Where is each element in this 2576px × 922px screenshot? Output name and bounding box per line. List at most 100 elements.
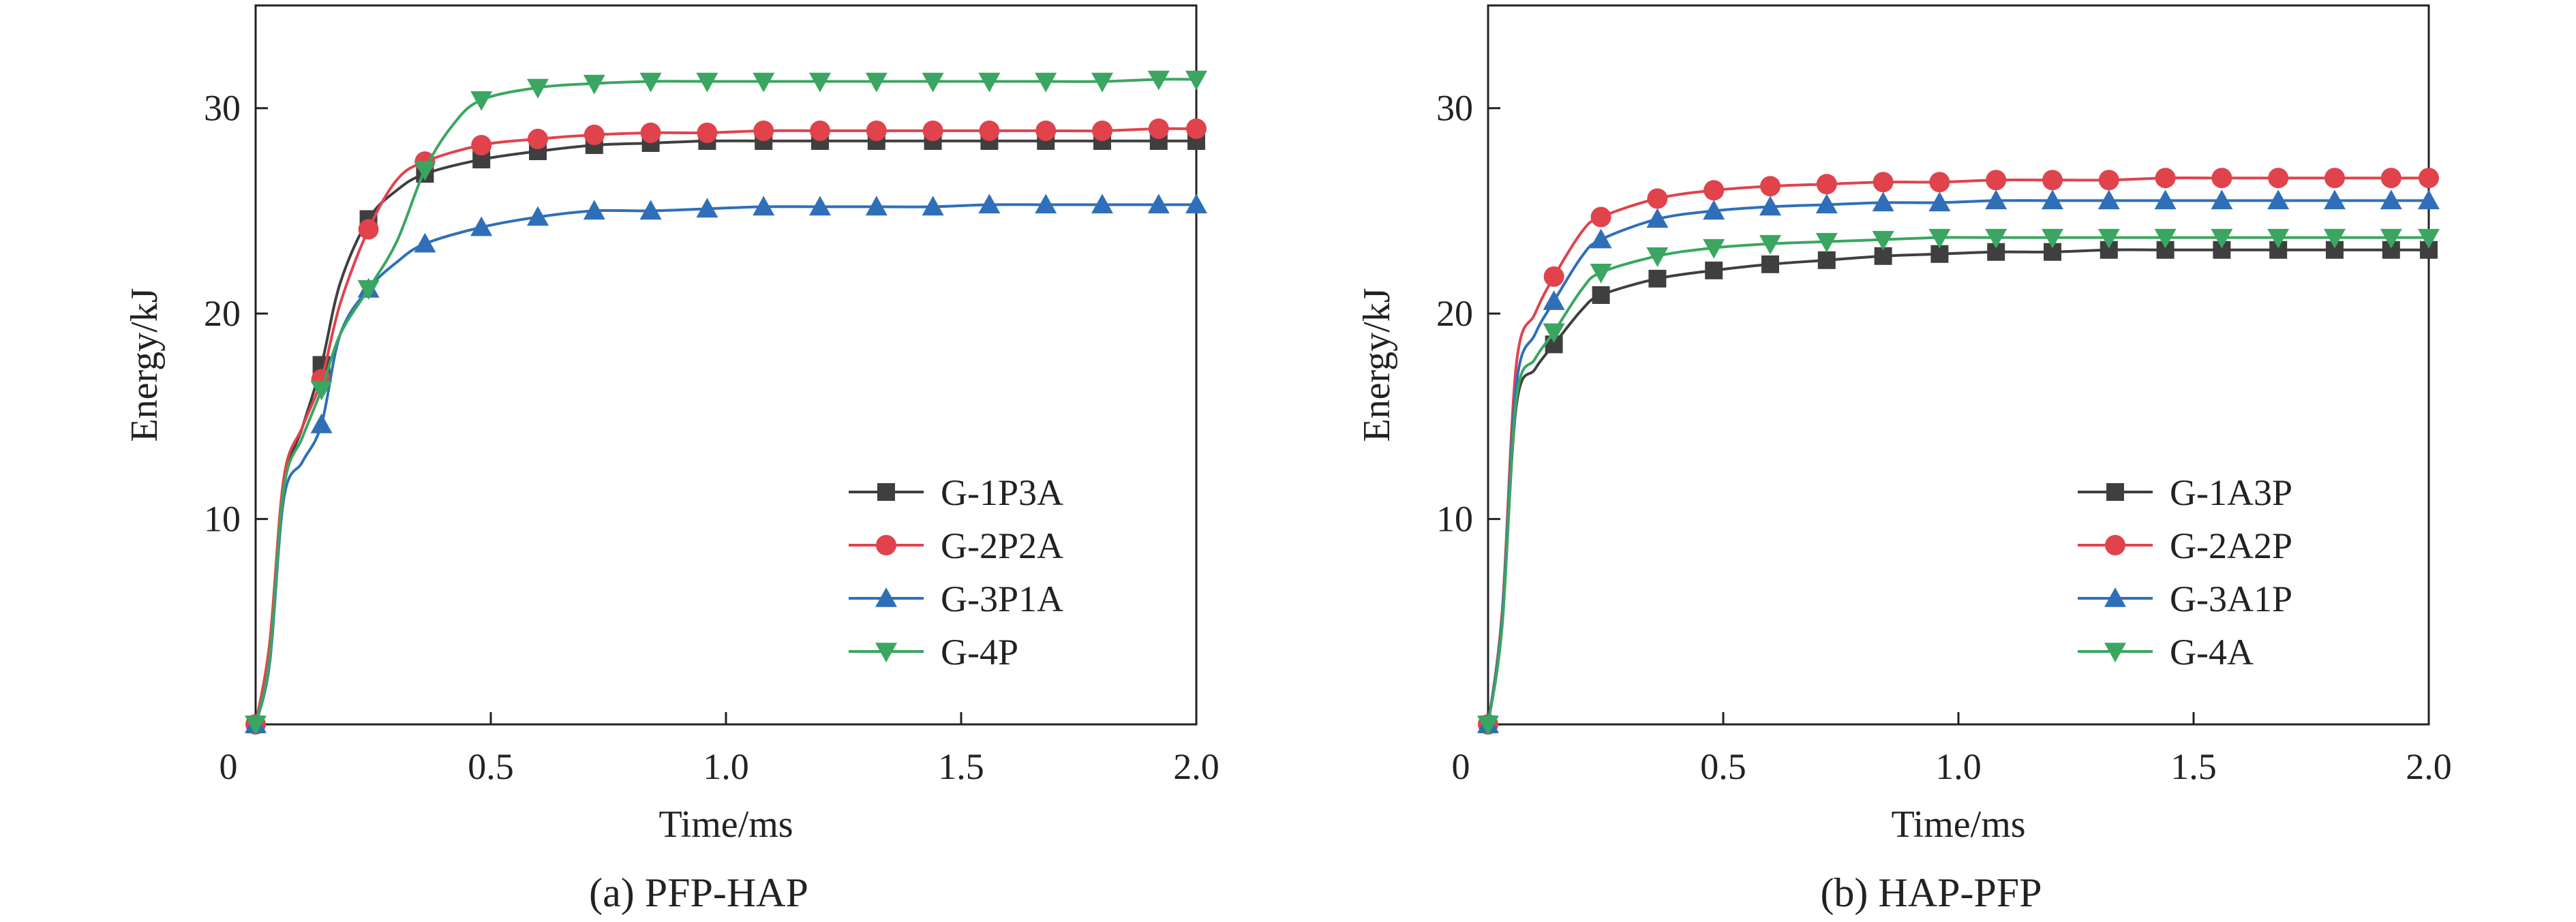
data-point <box>583 74 605 95</box>
data-point <box>1590 206 1611 228</box>
series-line <box>1487 176 2429 725</box>
series-G-2P2A <box>245 118 1207 735</box>
data-point <box>1543 290 1565 310</box>
x-tick-label: 2.0 <box>2406 746 2452 787</box>
series-line <box>254 78 1197 725</box>
data-point <box>1035 194 1057 214</box>
data-point <box>1872 230 1894 251</box>
series-G-3A1P <box>1477 189 2440 733</box>
data-point <box>1815 232 1838 253</box>
series-G-4A <box>1477 228 2440 735</box>
data-point <box>922 120 943 141</box>
data-point <box>1705 261 1723 279</box>
data-point <box>583 200 605 220</box>
data-point <box>1703 180 1725 201</box>
data-point <box>2211 189 2233 210</box>
data-point <box>2418 189 2440 210</box>
data-point <box>2267 189 2290 210</box>
legend-marker <box>876 535 896 555</box>
series-G-2A2P <box>1478 168 2439 735</box>
panel-caption: (a) PFP-HAP <box>589 870 808 915</box>
x-axis-title: Time/ms <box>1891 803 2025 846</box>
data-point <box>753 120 774 141</box>
data-point <box>640 122 661 143</box>
series-G-4P <box>245 70 1207 735</box>
x-tick-label: 0.5 <box>468 746 514 787</box>
x-axis-title: Time/ms <box>658 803 793 846</box>
y-tick-label: 30 <box>1436 88 1473 129</box>
data-point <box>1477 716 1499 735</box>
data-point <box>2154 189 2177 210</box>
data-point <box>1543 266 1564 287</box>
data-point <box>1590 228 1612 249</box>
y-axis-title: Energy/kJ <box>1356 288 1398 442</box>
data-point <box>1759 196 1781 216</box>
data-point <box>865 72 888 93</box>
data-point <box>2324 189 2346 210</box>
data-point <box>1035 120 1057 141</box>
data-point <box>1985 228 2007 249</box>
x-tick-label: 2.0 <box>1173 746 1219 787</box>
data-point <box>1760 176 1781 197</box>
data-point <box>809 72 831 93</box>
data-point <box>2042 170 2063 191</box>
legend-marker <box>2104 643 2126 662</box>
data-point <box>527 206 549 226</box>
data-point <box>1186 118 1207 139</box>
legend-label: G-4A <box>2170 632 2254 673</box>
data-point <box>414 161 436 181</box>
legend-marker <box>875 643 897 662</box>
data-point <box>2419 168 2439 189</box>
data-point <box>1759 234 1781 255</box>
data-point <box>1928 228 1951 249</box>
legend-entry: G-4A <box>2078 632 2254 673</box>
data-point <box>753 196 775 216</box>
data-point <box>2098 170 2119 191</box>
data-point <box>470 91 493 111</box>
data-point <box>2380 228 2402 249</box>
data-point <box>358 219 379 240</box>
data-point <box>2324 228 2346 249</box>
legend-marker <box>2104 587 2126 607</box>
legend-marker <box>875 587 897 607</box>
data-point <box>639 72 662 93</box>
series-line <box>254 203 1196 725</box>
legend-marker <box>2105 535 2125 555</box>
data-point <box>639 200 662 220</box>
data-point <box>357 280 380 300</box>
data-point <box>1147 70 1170 91</box>
legend-marker <box>2106 483 2124 501</box>
legend-label: G-2A2P <box>2170 525 2292 566</box>
data-point <box>1185 70 1207 91</box>
data-point <box>1985 189 2007 210</box>
data-point <box>1148 118 1169 139</box>
data-point <box>2268 168 2289 189</box>
data-point <box>1091 72 1113 93</box>
data-point <box>2324 168 2345 189</box>
data-point <box>1092 120 1112 141</box>
y-tick-label: 20 <box>204 293 241 334</box>
data-point <box>1035 72 1057 93</box>
data-point <box>2380 189 2402 210</box>
data-point <box>865 196 888 216</box>
data-point <box>922 196 944 216</box>
data-point <box>1873 172 1894 193</box>
data-point <box>2211 168 2232 189</box>
legend-label: G-1P3A <box>941 472 1063 513</box>
x-tick-label: 1.5 <box>2170 746 2217 787</box>
legend-label: G-3P1A <box>941 579 1063 619</box>
data-point <box>696 198 718 218</box>
data-point <box>1815 194 1838 214</box>
data-point <box>1646 208 1669 228</box>
data-point <box>2380 168 2401 189</box>
legend-entry: G-2A2P <box>2078 525 2292 566</box>
legend-entry: G-3A1P <box>2078 579 2292 619</box>
legend-label: G-4P <box>941 632 1018 673</box>
series-G-3P1A <box>245 194 1207 733</box>
data-point <box>1703 200 1725 220</box>
series-G-1A3P <box>1479 241 2438 733</box>
chart-panel-b: 0 0.5 1.0 1.5 2.0 10 20 30 Time/ms Energy/kJ (b) H… <box>1356 4 2452 915</box>
data-point <box>810 120 830 141</box>
series-G-1P3A <box>247 132 1205 733</box>
data-point <box>696 72 718 93</box>
